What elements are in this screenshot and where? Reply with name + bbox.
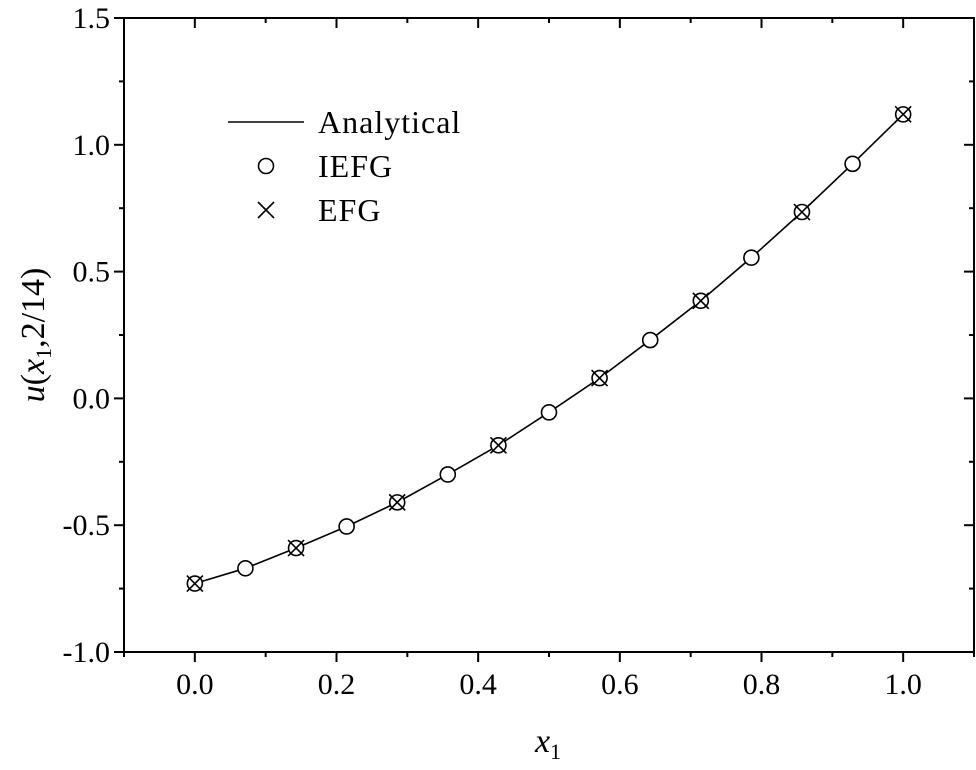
x-tick-label: 0.0 bbox=[176, 668, 214, 701]
legend-label: IEFG bbox=[318, 148, 393, 184]
efg-point bbox=[388, 493, 406, 511]
efg-point bbox=[894, 105, 912, 123]
iefg-point bbox=[338, 518, 355, 535]
plot-frame bbox=[123, 17, 975, 653]
y-tick-label: 1.5 bbox=[73, 2, 111, 35]
iefg-point bbox=[237, 560, 254, 577]
efg-point bbox=[186, 574, 204, 593]
y-tick-label: 0.0 bbox=[73, 382, 111, 415]
x-tick-label: 0.4 bbox=[459, 668, 497, 701]
iefg-point bbox=[439, 466, 457, 483]
legend-label: EFG bbox=[318, 192, 381, 228]
legend-marker-iefg bbox=[257, 157, 275, 175]
x-axis-label: x1 bbox=[534, 723, 561, 764]
efg-point bbox=[591, 369, 609, 387]
efg-point bbox=[287, 539, 305, 557]
y-tick-label: 1.0 bbox=[73, 129, 111, 162]
x-tick-label: 0.8 bbox=[743, 668, 781, 701]
iefg-point bbox=[641, 331, 659, 349]
x-tick-label: 0.6 bbox=[601, 668, 639, 701]
x-tick-label: 0.2 bbox=[318, 668, 356, 701]
y-tick-label: -1.0 bbox=[63, 636, 111, 669]
efg-point bbox=[489, 436, 507, 454]
series-line-analytical bbox=[194, 113, 904, 585]
iefg-point bbox=[540, 404, 558, 421]
efg-point bbox=[793, 203, 811, 221]
efg-point bbox=[692, 292, 710, 310]
iefg-point bbox=[844, 155, 861, 173]
y-tick-label: -0.5 bbox=[63, 509, 111, 542]
legend-marker-efg bbox=[257, 201, 275, 219]
y-axis-label: u(x1,2/14) bbox=[15, 268, 56, 403]
y-tick-label: 0.5 bbox=[73, 256, 111, 289]
iefg-point bbox=[743, 249, 760, 266]
x-tick-label: 1.0 bbox=[884, 668, 922, 701]
legend-label: Analytical bbox=[318, 104, 461, 140]
